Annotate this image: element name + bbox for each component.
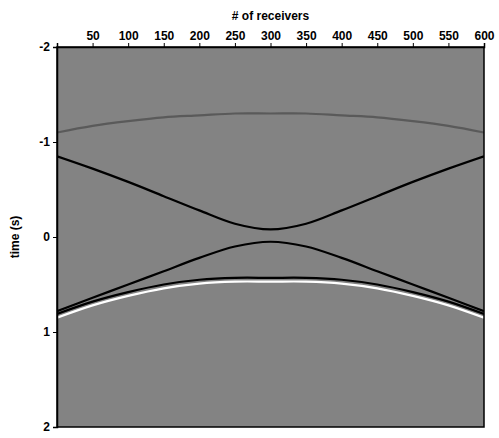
x-tick-label: 550	[439, 29, 459, 43]
y-tick: 0	[43, 230, 57, 244]
x-axis-title: # of receivers	[232, 9, 310, 23]
plot: 50 100 150 200 250 300 350 400 450 500 550 600 -2 -1 0…	[39, 29, 495, 434]
x-tick: 550	[439, 29, 459, 47]
traces	[57, 113, 484, 317]
x-tick: 300	[261, 29, 281, 47]
event-line	[57, 113, 484, 132]
y-tick-mark	[53, 332, 57, 333]
x-tick-label: 50	[86, 29, 100, 43]
x-tick-mark	[235, 43, 236, 47]
y-tick-mark	[53, 47, 57, 48]
x-tick: 150	[154, 29, 174, 47]
y-tick: -1	[39, 135, 57, 149]
x-tick-mark	[164, 43, 165, 47]
x-tick: 600	[474, 29, 494, 47]
x-tick: 200	[190, 29, 210, 47]
x-tick-mark	[342, 43, 343, 47]
x-tick: 400	[332, 29, 352, 47]
y-tick-mark	[53, 237, 57, 238]
y-tick-label: 0	[43, 230, 50, 244]
x-tick-label: 200	[190, 29, 210, 43]
y-tick-label: 1	[43, 325, 50, 339]
y-axis-title: time (s)	[8, 216, 22, 259]
y-tick: -2	[39, 40, 57, 54]
x-axis-line	[58, 43, 485, 48]
x-tick-mark	[413, 43, 414, 47]
x-tick-mark	[306, 43, 307, 47]
x-tick-mark	[128, 43, 129, 47]
x-tick-mark	[93, 43, 94, 47]
event-line	[57, 242, 484, 311]
y-axis: -2 -1 0 1 2	[39, 40, 57, 434]
x-tick-label: 450	[368, 29, 388, 43]
x-tick-mark	[271, 43, 272, 47]
y-tick-mark	[53, 427, 57, 428]
x-tick-label: 300	[261, 29, 281, 43]
x-tick-mark	[448, 43, 449, 47]
x-tick-mark	[199, 43, 200, 47]
x-tick: 350	[297, 29, 317, 47]
x-tick-mark	[484, 43, 485, 47]
plot-frame	[57, 47, 484, 427]
x-tick-label: 600	[474, 29, 494, 43]
y-axis-line	[53, 48, 58, 428]
y-tick-label: 2	[43, 420, 50, 434]
x-tick: 250	[225, 29, 245, 47]
x-tick: 450	[368, 29, 388, 47]
x-tick-label: 400	[332, 29, 352, 43]
event-line	[57, 282, 484, 318]
y-tick-label: -2	[39, 40, 50, 54]
x-tick-label: 250	[225, 29, 245, 43]
event-line	[57, 278, 484, 314]
x-tick-label: 150	[154, 29, 174, 43]
y-tick: 2	[43, 420, 57, 434]
y-tick-mark	[53, 142, 57, 143]
x-tick: 50	[86, 29, 100, 47]
x-tick: 100	[119, 29, 139, 47]
x-tick-label: 100	[119, 29, 139, 43]
x-tick-label: 500	[403, 29, 423, 43]
y-tick: 1	[43, 325, 57, 339]
chart: 50 100 150 200 250 300 350 400 450 500 550 600 -2 -1 0…	[0, 0, 499, 438]
x-axis: 50 100 150 200 250 300 350 400 450 500 550 600	[58, 29, 495, 48]
event-line	[57, 156, 484, 229]
x-tick-label: 350	[297, 29, 317, 43]
plot-background	[57, 47, 484, 427]
x-tick-mark	[377, 43, 378, 47]
y-tick-label: -1	[39, 135, 50, 149]
x-tick: 500	[403, 29, 423, 47]
